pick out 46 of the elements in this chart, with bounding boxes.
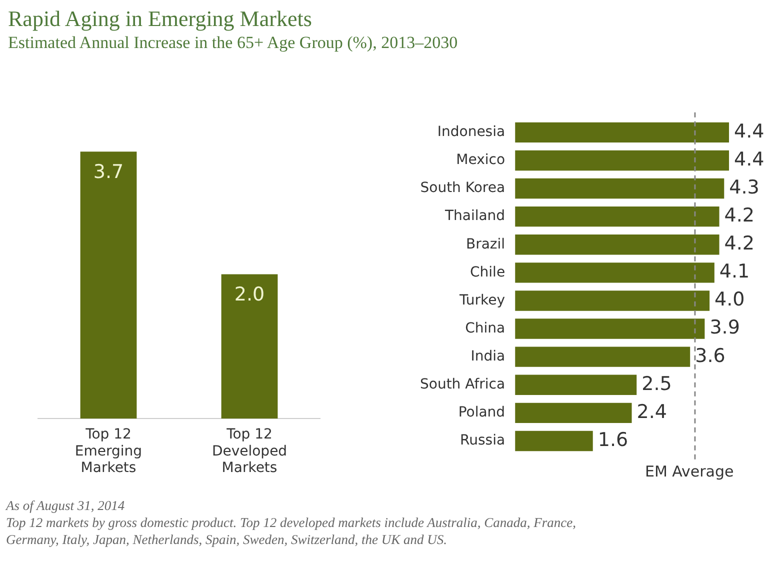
- data-label: 3.7: [93, 161, 124, 184]
- bar: [515, 206, 720, 227]
- text: Germany, Italy, Japan, Netherlands, Spain, Sweden, Switzerland, the UK and US.: [6, 531, 448, 548]
- y-tick-label: Mexico: [456, 152, 506, 168]
- data-label: 2.0: [234, 284, 265, 306]
- data-label: 4.3: [729, 176, 760, 198]
- y-tick-label: India: [470, 348, 506, 364]
- bar: [515, 290, 710, 311]
- y-tick-label: South Korea: [420, 180, 506, 196]
- data-label: 2.4: [636, 400, 667, 423]
- chart-subtitle: Estimated Annual Increase in the 65+ Age Group (%), 2013–2030: [8, 33, 458, 53]
- y-tick-label: Indonesia: [437, 124, 506, 140]
- data-label: 4.4: [734, 120, 764, 142]
- bar: [515, 262, 714, 283]
- data-label: 4.2: [724, 204, 754, 227]
- bar: [515, 346, 690, 367]
- data-label: 4.2: [724, 232, 754, 255]
- bar: [515, 234, 720, 255]
- x-tick-label: Top 12 Developed Markets: [212, 426, 288, 476]
- bar: [515, 374, 637, 395]
- y-tick-label: Poland: [458, 404, 506, 421]
- text: Top 12 markets by gross domestic product. Top 12 developed markets include Australia, Canada, France,: [6, 514, 576, 531]
- y-tick-label: China: [465, 320, 506, 336]
- y-tick-label: Turkey: [458, 292, 506, 308]
- bar: [515, 318, 705, 339]
- data-label: 1.6: [598, 428, 628, 451]
- ref-line-label: EM Average: [644, 462, 734, 480]
- y-tick-label: Chile: [470, 264, 506, 280]
- y-tick-label: Russia: [460, 432, 506, 449]
- data-label: 4.1: [719, 260, 750, 283]
- bar: [515, 178, 724, 199]
- y-tick-label: Brazil: [466, 236, 506, 252]
- bar: [515, 402, 632, 424]
- y-tick-label: Thailand: [444, 208, 506, 224]
- x-tick-label: Top 12 Emerging Markets: [74, 426, 142, 476]
- data-label: 2.5: [642, 372, 672, 395]
- data-label: 3.9: [710, 316, 740, 339]
- data-label: 4.4: [734, 148, 764, 170]
- data-label: 4.0: [714, 288, 745, 311]
- bar: [515, 150, 729, 171]
- data-label: 3.6: [695, 344, 726, 367]
- bar: [515, 122, 729, 143]
- bar: [515, 430, 593, 452]
- chart-title: Rapid Aging in Emerging Markets: [8, 6, 312, 32]
- y-tick-label: South Africa: [420, 376, 506, 393]
- text: As of August 31, 2014: [6, 497, 126, 514]
